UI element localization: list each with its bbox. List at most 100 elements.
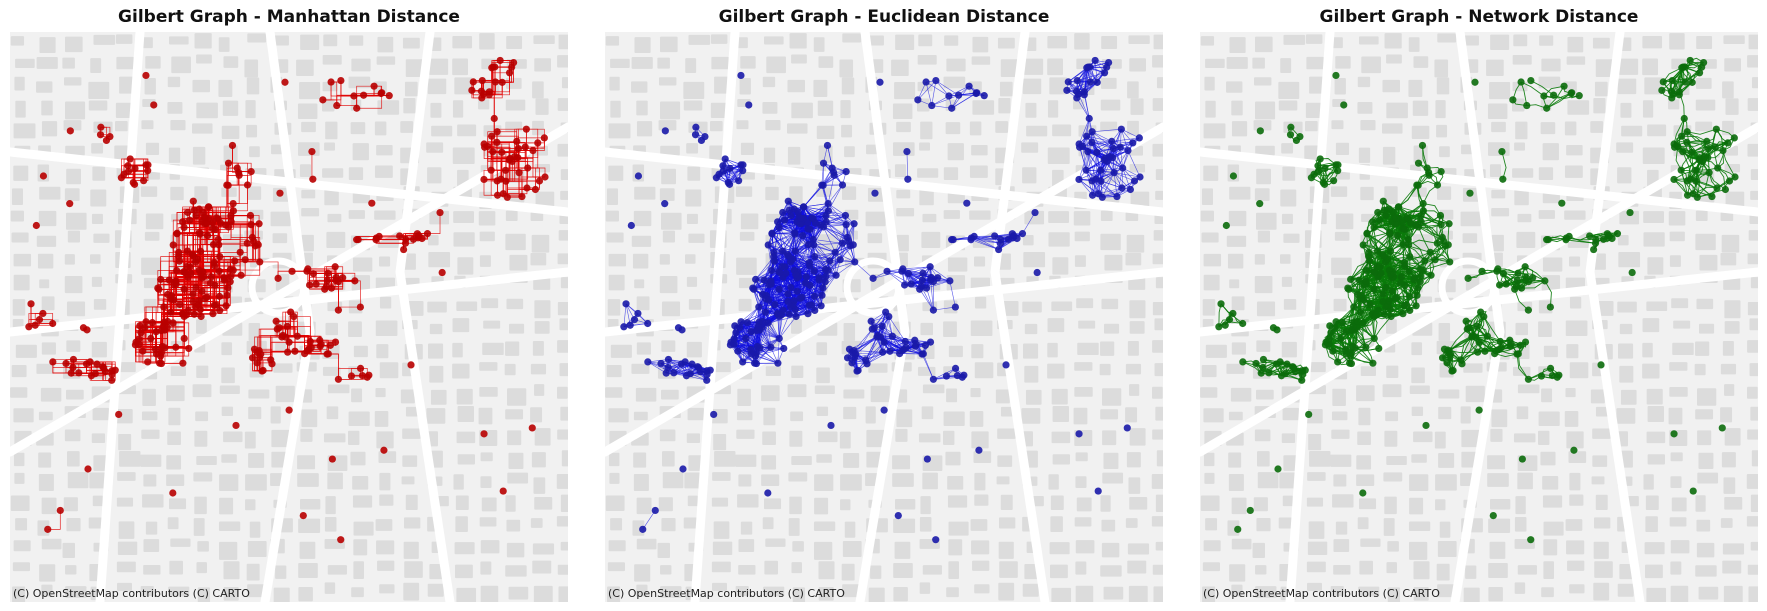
building-block: [90, 58, 102, 74]
building-block: [65, 101, 86, 120]
building-block: [816, 406, 829, 417]
building-block: [1052, 124, 1072, 137]
building-block: [223, 56, 239, 68]
building-block: [403, 541, 419, 559]
graph-node: [323, 276, 332, 284]
building-block: [1073, 211, 1091, 226]
building-block: [298, 587, 313, 602]
building-block: [892, 103, 913, 120]
graph-node: [324, 269, 332, 277]
building-block: [427, 78, 447, 95]
map-frame[interactable]: (C) OpenStreetMap contributors (C) CARTO: [10, 32, 568, 602]
building-block: [41, 538, 62, 550]
building-block: [505, 99, 526, 111]
building-block: [223, 561, 240, 580]
building-block: [506, 298, 524, 310]
graph-node: [39, 309, 47, 318]
building-block: [790, 411, 804, 422]
building-block: [93, 233, 110, 243]
building-block: [62, 57, 75, 69]
building-block: [66, 340, 81, 352]
building-block: [560, 169, 568, 181]
building-block: [1021, 408, 1041, 424]
building-block: [325, 322, 339, 336]
building-block: [634, 564, 651, 582]
graph-node: [75, 369, 83, 377]
building-block: [455, 495, 469, 511]
building-block: [196, 54, 212, 64]
building-block: [974, 584, 990, 594]
building-block: [970, 320, 993, 336]
building-block: [483, 320, 501, 329]
building-block: [998, 517, 1016, 529]
building-block: [141, 37, 153, 49]
building-block: [607, 562, 625, 572]
building-block: [1022, 301, 1042, 313]
building-block: [559, 363, 568, 377]
graph-node: [360, 91, 368, 99]
graph-node: [418, 234, 426, 243]
building-block: [533, 585, 553, 602]
building-block: [452, 100, 464, 118]
graph-node: [299, 511, 307, 520]
building-block: [816, 125, 835, 139]
building-block: [478, 99, 490, 110]
building-block: [248, 453, 265, 468]
building-block: [740, 56, 756, 69]
building-block: [660, 565, 672, 575]
building-block: [1100, 565, 1122, 577]
building-block: [559, 318, 568, 331]
building-block: [91, 433, 106, 444]
building-block: [792, 587, 806, 602]
building-block: [456, 388, 473, 405]
building-block: [301, 189, 316, 199]
building-block: [478, 211, 496, 226]
graph-node: [190, 206, 198, 214]
graph-node: [229, 266, 237, 274]
graph-node: [229, 199, 237, 208]
building-block: [1052, 454, 1071, 465]
building-block: [507, 472, 529, 484]
graph-node: [124, 162, 132, 170]
graph-node: [306, 337, 314, 346]
building-block: [534, 428, 551, 446]
graph-node: [281, 78, 289, 86]
building-block: [299, 164, 312, 177]
map-frame[interactable]: (C) OpenStreetMap contributors (C) CARTO: [605, 32, 1163, 602]
building-block: [247, 584, 267, 598]
graph-node: [49, 358, 57, 366]
building-block: [1100, 121, 1118, 132]
building-block: [351, 388, 363, 403]
building-block: [141, 429, 160, 439]
graph-node: [84, 465, 92, 473]
building-block: [764, 560, 778, 575]
building-block: [969, 165, 988, 178]
building-block: [1076, 298, 1094, 309]
graph-node: [396, 232, 404, 240]
building-block: [1155, 169, 1163, 181]
graph-node: [255, 220, 263, 228]
building-block: [64, 429, 81, 442]
graph-node: [423, 230, 432, 238]
building-block: [971, 431, 989, 449]
building-block: [763, 407, 776, 426]
building-block: [196, 319, 207, 334]
building-block: [272, 233, 288, 244]
building-block: [972, 100, 995, 115]
building-block: [246, 124, 258, 138]
building-block: [1074, 362, 1093, 371]
graph-edge: [293, 316, 311, 342]
building-block: [375, 519, 393, 531]
building-block: [10, 210, 24, 222]
building-block: [10, 387, 28, 398]
building-block: [479, 255, 491, 267]
graph-node: [505, 156, 513, 164]
graph-node: [529, 147, 537, 155]
graph-node: [198, 287, 206, 295]
building-block: [244, 431, 256, 449]
building-block: [11, 232, 29, 243]
building-block: [532, 340, 544, 356]
building-block: [297, 473, 319, 487]
graph-node: [31, 321, 39, 329]
graph-node: [540, 134, 548, 142]
